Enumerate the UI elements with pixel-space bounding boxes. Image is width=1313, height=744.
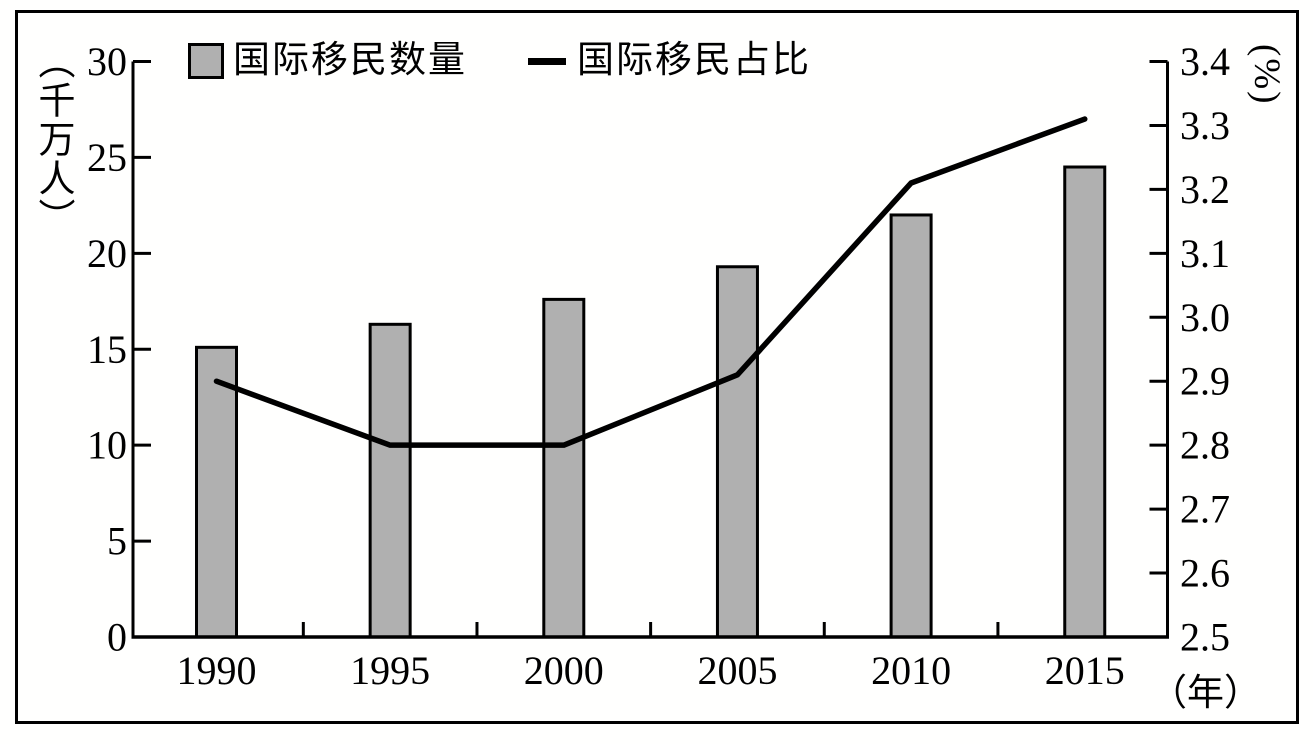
x-axis-tick-label: 2015 <box>1045 648 1125 693</box>
x-axis-tick-label: 2000 <box>524 648 604 693</box>
right-axis-tick-label: 3.1 <box>1180 231 1230 276</box>
bar-1995 <box>368 322 412 639</box>
bar-2005 <box>715 265 759 639</box>
bar-2010 <box>889 213 933 639</box>
right-axis-tick-label: 2.8 <box>1180 423 1230 468</box>
right-axis-tick-label: 3.0 <box>1180 295 1230 340</box>
legend-label-migrant-share: 国际移民占比 <box>577 40 811 81</box>
right-axis-tick-label: 2.6 <box>1180 551 1230 596</box>
migrant-share-line <box>213 116 1088 448</box>
x-axis-tick-label: 2005 <box>697 648 777 693</box>
left-axis-tick-label: 25 <box>87 135 127 180</box>
bar-1990 <box>195 345 238 639</box>
x-axis-unit-label: （年） <box>1150 673 1261 714</box>
left-axis-tick-label: 15 <box>87 327 127 372</box>
bar-2000 <box>542 297 586 639</box>
right-axis-tick-label: 3.2 <box>1180 167 1230 212</box>
right-axis-tick-label: 3.3 <box>1180 103 1230 148</box>
x-axis-tick-label: 2010 <box>871 648 951 693</box>
left-axis-unit-label: （千万人） <box>32 42 73 237</box>
right-axis-tick-label: 2.7 <box>1180 487 1230 532</box>
left-axis-tick-label: 0 <box>107 615 127 660</box>
legend-line-swatch <box>528 58 566 65</box>
legend-bar-swatch <box>188 43 224 79</box>
x-axis-tick-label: 1990 <box>177 648 257 693</box>
legend-label-migrant-count: 国际移民数量 <box>233 40 467 81</box>
left-axis-tick-label: 30 <box>87 39 127 84</box>
left-axis-tick-label: 20 <box>87 231 127 276</box>
right-axis-tick-label: 2.5 <box>1180 615 1230 660</box>
right-axis-tick-label: 2.9 <box>1180 359 1230 404</box>
right-axis-unit-label: (%) <box>1246 44 1287 106</box>
x-axis-tick-label: 1995 <box>350 648 430 693</box>
left-axis-tick-label: 10 <box>87 423 127 468</box>
bar-2015 <box>1063 165 1107 639</box>
left-axis-tick-label: 5 <box>107 519 127 564</box>
right-axis-tick-label: 3.4 <box>1180 39 1230 84</box>
